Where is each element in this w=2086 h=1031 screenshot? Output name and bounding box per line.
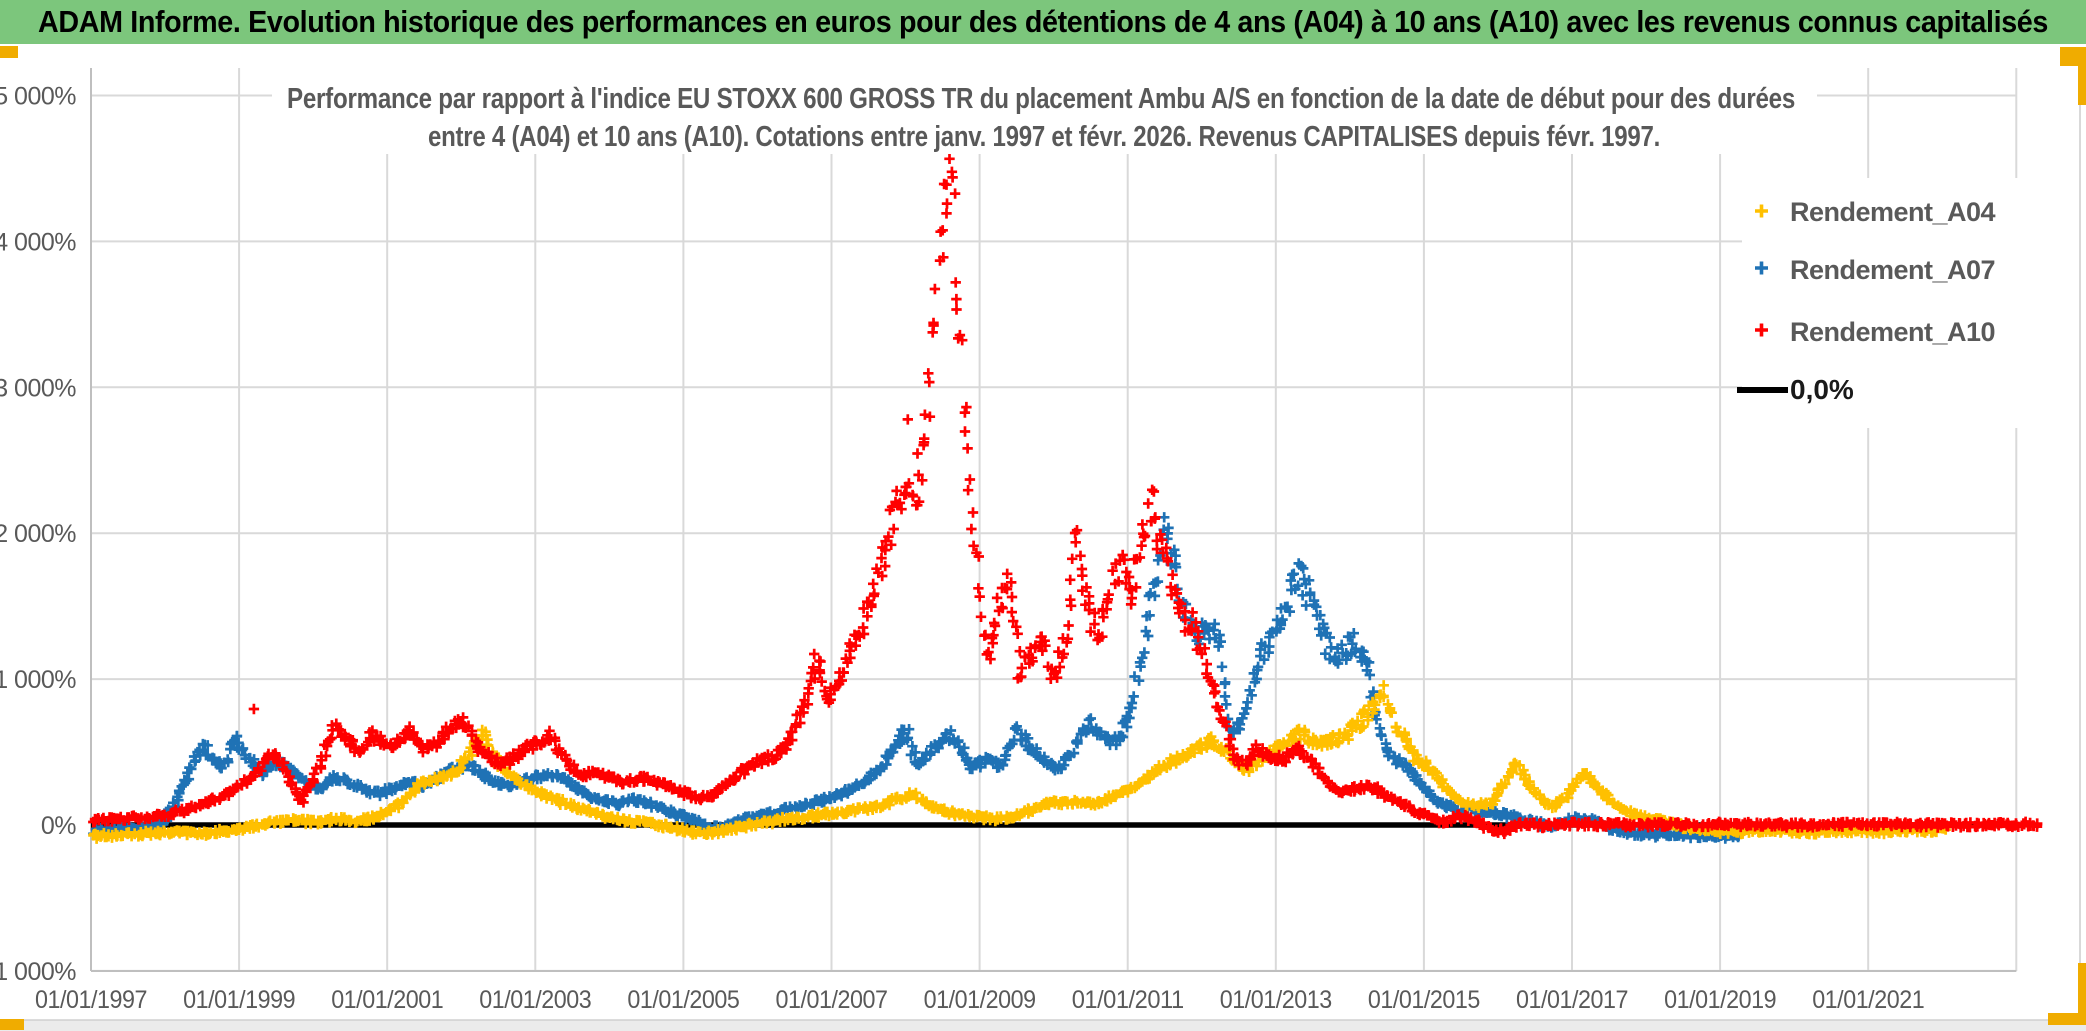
plus-marker-icon [1755,323,1768,337]
x-tick-label: 01/01/2019 [1664,986,1776,1014]
x-tick-label: 01/01/1999 [183,986,295,1014]
series-points-rendement_a10 [88,153,2043,840]
legend-label: Rendement_A04 [1790,197,1996,227]
x-tick-label: 01/01/2007 [776,986,888,1014]
x-axis-labels: 01/01/1997 01/01/1999 01/01/2001 01/01/2003… [35,986,1925,1014]
gold-accent-bottom-left [0,1019,24,1030]
x-tick-label: 01/01/2009 [924,986,1036,1014]
y-tick-label: 1 000% [0,666,76,694]
legend-item-zero-line[interactable]: 0,0% [1737,374,1854,405]
x-tick-label: 01/01/2011 [1072,986,1184,1014]
subtitle-box [272,64,1817,154]
x-tick-label: 01/01/1997 [35,986,147,1014]
chart-background [0,44,2086,1020]
y-axis-labels: 5 000% 4 000% 3 000% 2 000% 1 000% 0% -1 000% [0,83,77,986]
subtitle-line-2: entre 4 (A04) et 10 ans (A10). Cotations… [428,121,1660,153]
x-tick-label: 01/01/2001 [331,986,443,1014]
y-tick-label: 5 000% [0,83,76,111]
header-bar [0,0,2086,44]
y-tick-label: 3 000% [0,374,76,402]
bottom-strip [0,1020,2086,1031]
gold-accent-top-left [0,46,18,58]
gold-accent-right-edge-bottom [2078,963,2086,1023]
gold-accent-bottom-right [2048,1013,2086,1025]
plus-marker-icon [1755,204,1768,218]
plot-area [88,153,2043,844]
legend-item-rendement-a10[interactable]: Rendement_A10 [1755,317,1996,347]
legend-label: 0,0% [1790,374,1854,405]
x-tick-label: 01/01/2021 [1812,986,1924,1014]
x-tick-label: 01/01/2017 [1516,986,1628,1014]
legend-label: Rendement_A07 [1790,255,1995,285]
y-tick-label: 4 000% [0,228,76,256]
gold-accent-right-edge-top [2078,47,2086,105]
plus-marker-icon [1755,261,1768,275]
y-tick-label: 0% [41,812,76,840]
subtitle-line-1: Performance par rapport à l'indice EU ST… [287,83,1795,115]
x-tick-label: 01/01/2005 [627,986,739,1014]
legend-item-rendement-a04[interactable]: Rendement_A04 [1755,197,1996,227]
x-tick-label: 01/01/2015 [1368,986,1480,1014]
legend: Rendement_A04 Rendement_A07 Rendement_A1… [1737,178,2078,428]
legend-background [1742,178,2078,428]
legend-item-rendement-a07[interactable]: Rendement_A07 [1755,255,1996,285]
y-tick-label: -1 000% [0,958,76,986]
page-title: ADAM Informe. Evolution historique des p… [38,4,2048,39]
x-tick-label: 01/01/2003 [479,986,591,1014]
x-tick-label: 01/01/2013 [1220,986,1332,1014]
legend-label: Rendement_A10 [1790,317,1995,347]
y-tick-label: 2 000% [0,520,76,548]
